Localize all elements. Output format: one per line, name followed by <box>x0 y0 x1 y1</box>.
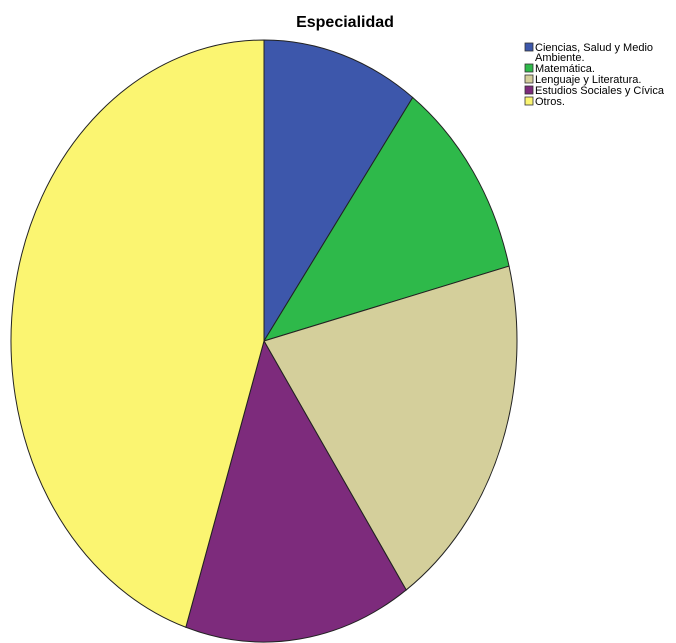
legend-label-1-line-2: Ambiente. <box>535 52 585 64</box>
legend-label-4: Estudios Sociales y Cívica <box>535 85 665 97</box>
legend-label-5: Otros. <box>535 96 565 108</box>
pie-slice-1 <box>263 39 414 343</box>
legend-swatch-4 <box>524 85 534 95</box>
pie-slice-5 <box>10 39 265 628</box>
legend-swatch-5 <box>524 96 534 106</box>
legend-swatch-2 <box>524 63 534 73</box>
legend-label-1-line-1: Ciencias, Salud y Medio <box>535 42 653 54</box>
legend-label-2: Matemática. <box>535 63 595 75</box>
pie-slice-2 <box>262 96 510 342</box>
pie-slice-3 <box>263 265 518 591</box>
chart-title: Especialidad <box>296 14 394 31</box>
legend-swatch-1 <box>524 42 534 52</box>
pie-slice-4 <box>185 339 407 643</box>
legend-label-3: Lenguaje y Literatura. <box>535 74 641 86</box>
pie-slices <box>10 39 518 643</box>
legend: Ciencias, Salud y MedioAmbiente.Matemáti… <box>524 42 665 108</box>
legend-swatch-3 <box>524 74 534 84</box>
